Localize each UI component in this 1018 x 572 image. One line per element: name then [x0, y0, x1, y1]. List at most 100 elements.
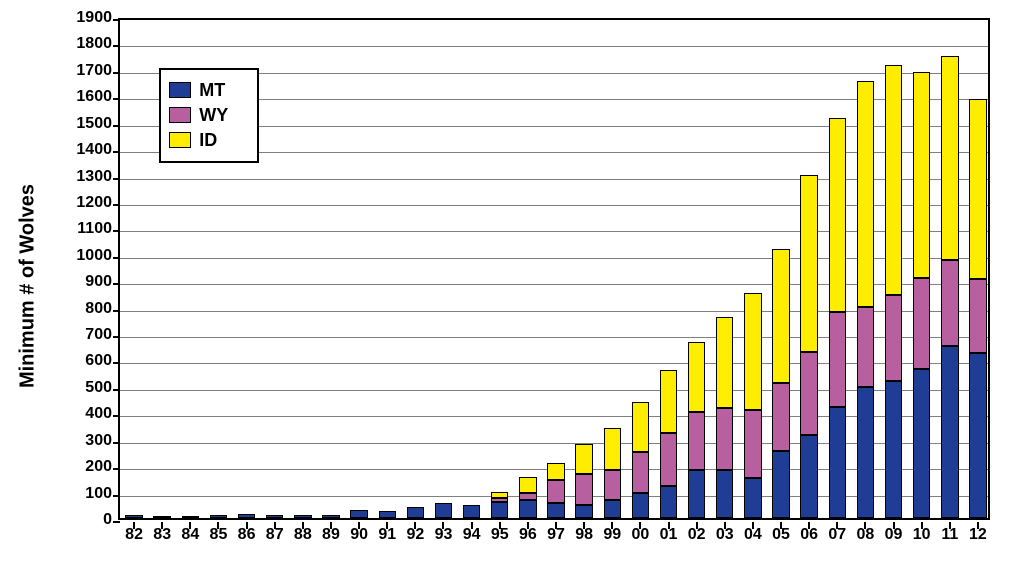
bar-group [322, 16, 339, 518]
bar-segment-wy [857, 307, 874, 388]
bar-group [379, 16, 396, 518]
x-tick-label: 98 [575, 526, 593, 544]
bar-segment-wy [772, 383, 789, 450]
bar-group [435, 16, 452, 518]
bar-group [575, 16, 592, 518]
x-tick-label: 96 [519, 526, 537, 544]
y-tick [113, 389, 120, 391]
bar-segment-mt [238, 514, 255, 518]
bar-segment-id [969, 99, 986, 279]
y-tick-label: 1900 [76, 9, 112, 27]
bar-segment-mt [969, 353, 986, 518]
x-tick-label: 83 [153, 526, 171, 544]
bar-segment-id [547, 463, 564, 480]
bar-segment-mt [547, 503, 564, 518]
x-tick-label: 88 [294, 526, 312, 544]
bar-segment-mt [604, 500, 621, 518]
y-tick [113, 19, 120, 21]
y-tick-label: 0 [103, 511, 112, 529]
bar-segment-wy [575, 474, 592, 504]
y-tick-label: 1700 [76, 62, 112, 80]
y-tick [113, 125, 120, 127]
bar-group [266, 16, 283, 518]
bar-segment-wy [547, 480, 564, 504]
bar-segment-mt [210, 515, 227, 518]
bar-segment-mt [350, 510, 367, 518]
x-tick-label: 11 [941, 526, 958, 544]
y-tick-label: 1800 [76, 35, 112, 53]
x-tick-label: 87 [266, 526, 284, 544]
x-tick-label: 86 [238, 526, 256, 544]
x-tick-label: 04 [744, 526, 762, 544]
y-tick [113, 72, 120, 74]
y-tick-label: 1500 [76, 115, 112, 133]
bar-segment-mt [463, 505, 480, 518]
x-tick-label: 99 [603, 526, 621, 544]
bar-group [350, 16, 367, 518]
bar-segment-id [716, 317, 733, 408]
bar-group [632, 16, 649, 518]
bar-group [913, 16, 930, 518]
bar-segment-mt [125, 515, 142, 518]
y-tick [113, 495, 120, 497]
x-tick-label: 00 [631, 526, 649, 544]
bar-segment-mt [435, 503, 452, 518]
y-tick [113, 151, 120, 153]
legend-row-mt: MT [169, 80, 247, 101]
bar-group [660, 16, 677, 518]
y-tick-label: 500 [85, 379, 112, 397]
bar-segment-wy [632, 452, 649, 493]
bar-group [772, 16, 789, 518]
bar-group [294, 16, 311, 518]
bar-segment-id [913, 72, 930, 278]
legend-label: ID [199, 130, 217, 151]
x-tick-label: 08 [857, 526, 875, 544]
y-tick [113, 45, 120, 47]
bar-group [688, 16, 705, 518]
x-tick-label: 89 [322, 526, 340, 544]
y-tick [113, 336, 120, 338]
y-tick [113, 257, 120, 259]
x-tick-label: 91 [378, 526, 396, 544]
bar-segment-wy [829, 312, 846, 407]
y-tick [113, 521, 120, 523]
bar-segment-mt [772, 451, 789, 518]
bar-segment-id [519, 477, 536, 493]
x-tick-label: 85 [210, 526, 228, 544]
bar-segment-wy [885, 295, 902, 381]
bar-group [125, 16, 142, 518]
bar-segment-wy [744, 410, 761, 479]
legend-swatch-mt [169, 82, 191, 98]
x-tick-label: 01 [660, 526, 678, 544]
bar-segment-id [688, 342, 705, 412]
bar-segment-mt [885, 381, 902, 518]
y-tick-label: 1600 [76, 88, 112, 106]
y-tick [113, 415, 120, 417]
y-tick-label: 1400 [76, 141, 112, 159]
bar-segment-wy [491, 498, 508, 502]
bar-segment-id [941, 56, 958, 261]
y-tick [113, 468, 120, 470]
bar-segment-mt [294, 515, 311, 518]
bar-segment-mt [688, 470, 705, 518]
x-tick-label: 12 [969, 526, 987, 544]
bar-group [885, 16, 902, 518]
y-tick-label: 700 [85, 326, 112, 344]
bar-segment-id [857, 81, 874, 307]
bar-segment-mt [800, 435, 817, 518]
bar-segment-mt [744, 478, 761, 518]
bar-segment-id [744, 293, 761, 409]
y-tick-labels: 0100200300400500600700800900100011001200… [0, 18, 112, 520]
bar-group [463, 16, 480, 518]
bar-segment-id [772, 249, 789, 384]
x-tick-label: 84 [181, 526, 199, 544]
bar-segment-mt [519, 500, 536, 518]
bar-segment-wy [604, 470, 621, 499]
legend-label: MT [199, 80, 225, 101]
bar-group [604, 16, 621, 518]
bar-segment-mt [575, 505, 592, 518]
bar-group [857, 16, 874, 518]
bar-segment-id [575, 444, 592, 474]
y-tick [113, 204, 120, 206]
y-tick [113, 98, 120, 100]
